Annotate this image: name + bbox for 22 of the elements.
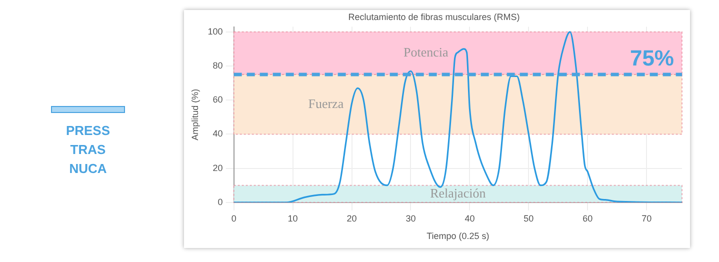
- text: PRESS TRAS NUCA: [64, 122, 112, 178]
- band-label: Potencia: [404, 44, 449, 60]
- x-tick-label: 50: [524, 213, 534, 224]
- y-tick-label: 100: [208, 26, 223, 36]
- chart-title: Reclutamiento de fibras musculares (RMS): [348, 12, 520, 22]
- y-tick-label: 0: [218, 196, 223, 207]
- ref-line-label: 75%: [630, 46, 674, 71]
- y-tick-label: 80: [212, 60, 223, 70]
- y-axis-title: Amplitud (%): [190, 88, 200, 140]
- x-tick-label: 40: [464, 213, 475, 224]
- x-tick-label: 20: [346, 213, 357, 224]
- y-tick-label: 40: [212, 128, 223, 139]
- x-tick-label: 30: [406, 213, 416, 224]
- band-label: Relajación: [430, 185, 486, 200]
- x-tick-label: 60: [582, 213, 593, 224]
- x-tick-label: 10: [288, 213, 298, 224]
- x-tick-label: 70: [642, 213, 652, 224]
- x-tick-label: 0: [231, 213, 236, 224]
- y-tick-label: 60: [212, 94, 223, 105]
- x-axis-title: Tiempo (0.25 s): [426, 231, 490, 242]
- y-tick-label: 20: [212, 162, 223, 173]
- band-label: Fuerza: [308, 96, 344, 111]
